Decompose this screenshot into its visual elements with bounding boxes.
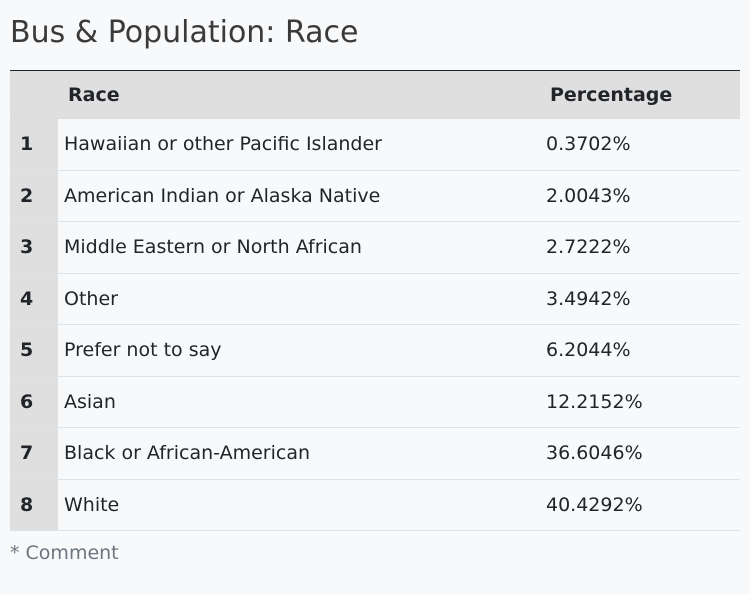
row-percentage: 6.2044% xyxy=(538,324,740,377)
row-index: 3 xyxy=(10,221,58,274)
row-index: 4 xyxy=(10,273,58,325)
row-race: Asian xyxy=(58,376,538,428)
row-race: American Indian or Alaska Native xyxy=(58,170,538,222)
table-body: 1 Hawaiian or other Pacific Islander 0.3… xyxy=(10,118,740,531)
row-race: White xyxy=(58,479,538,531)
row-index: 8 xyxy=(10,479,58,531)
row-race: Hawaiian or other Pacific Islander xyxy=(58,118,538,171)
table-row: 7 Black or African-American 36.6046% xyxy=(10,427,740,480)
row-percentage: 12.2152% xyxy=(538,376,740,428)
row-race: Prefer not to say xyxy=(58,324,538,377)
race-table-container: Race Percentage 1 Hawaiian or other Paci… xyxy=(10,70,740,531)
table-row: 2 American Indian or Alaska Native 2.004… xyxy=(10,170,740,222)
row-index: 1 xyxy=(10,118,58,171)
row-index: 7 xyxy=(10,427,58,480)
row-percentage: 0.3702% xyxy=(538,118,740,171)
header-percentage: Percentage xyxy=(538,71,740,119)
table-row: 3 Middle Eastern or North African 2.7222… xyxy=(10,221,740,274)
row-percentage: 2.7222% xyxy=(538,221,740,274)
header-row: Race Percentage xyxy=(10,71,740,119)
row-index: 5 xyxy=(10,324,58,377)
row-race: Other xyxy=(58,273,538,325)
table-row: 5 Prefer not to say 6.2044% xyxy=(10,324,740,377)
row-percentage: 40.4292% xyxy=(538,479,740,531)
table-row: 1 Hawaiian or other Pacific Islander 0.3… xyxy=(10,118,740,171)
row-index: 2 xyxy=(10,170,58,222)
row-race: Black or African-American xyxy=(58,427,538,480)
header-race: Race xyxy=(58,71,538,119)
table-header: Race Percentage xyxy=(10,71,740,119)
table-row: 6 Asian 12.2152% xyxy=(10,376,740,428)
race-table: Race Percentage 1 Hawaiian or other Paci… xyxy=(10,71,740,531)
row-percentage: 3.4942% xyxy=(538,273,740,325)
row-index: 6 xyxy=(10,376,58,428)
row-percentage: 36.6046% xyxy=(538,427,740,480)
footnote-comment: * Comment xyxy=(10,542,119,564)
row-race: Middle Eastern or North African xyxy=(58,221,538,274)
table-row: 8 White 40.4292% xyxy=(10,479,740,531)
page-title: Bus & Population: Race xyxy=(10,15,359,50)
header-index xyxy=(10,71,58,119)
row-percentage: 2.0043% xyxy=(538,170,740,222)
table-row: 4 Other 3.4942% xyxy=(10,273,740,325)
